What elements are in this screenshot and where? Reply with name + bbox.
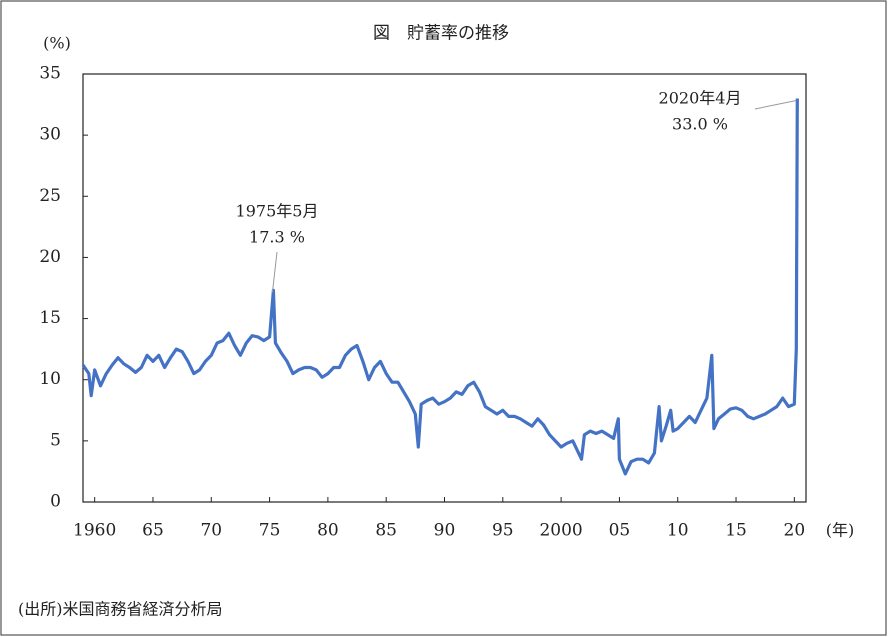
y-axis-label: (%) bbox=[43, 34, 71, 53]
y-tick-label: 10 bbox=[39, 369, 61, 389]
x-tick-label: 65 bbox=[142, 521, 164, 541]
annotation-leader bbox=[271, 251, 278, 293]
x-tick-label: 10 bbox=[667, 521, 689, 541]
line-series bbox=[81, 98, 799, 476]
y-tick-label: 30 bbox=[39, 125, 61, 145]
x-tick-label: 2000 bbox=[539, 521, 582, 541]
x-tick-label: 85 bbox=[375, 521, 397, 541]
x-tick-label: 70 bbox=[200, 521, 222, 541]
annotation-leader bbox=[754, 99, 797, 110]
y-tick-label: 15 bbox=[39, 308, 61, 328]
source: (出所)米国商務省経済分析局 bbox=[18, 600, 223, 619]
x-tick-label: 15 bbox=[725, 521, 747, 541]
y-tick-label: 35 bbox=[39, 64, 61, 84]
x-tick-label: 75 bbox=[259, 521, 281, 541]
annotation-value: 17.3 % bbox=[249, 228, 305, 247]
y-tick-label: 0 bbox=[50, 492, 61, 512]
x-tick-label: 95 bbox=[492, 521, 514, 541]
y-tick-label: 5 bbox=[50, 430, 61, 450]
annotation-label: 2020年4月 bbox=[659, 89, 742, 108]
x-tick-label: 1960 bbox=[73, 521, 116, 541]
y-tick-label: 25 bbox=[39, 186, 61, 206]
chart-title: 図 貯蓄率の推移 bbox=[373, 24, 509, 44]
y-tick-label: 20 bbox=[39, 247, 61, 267]
annotation-label: 1975年5月 bbox=[236, 202, 319, 221]
x-tick-label: 80 bbox=[317, 521, 339, 541]
plot-area bbox=[82, 73, 807, 503]
x-tick-label: 90 bbox=[434, 521, 456, 541]
x-axis-label: (年) bbox=[826, 521, 855, 540]
annotation-value: 33.0 % bbox=[672, 115, 728, 134]
x-tick-label: 05 bbox=[609, 521, 631, 541]
x-tick-label: 20 bbox=[784, 521, 806, 541]
